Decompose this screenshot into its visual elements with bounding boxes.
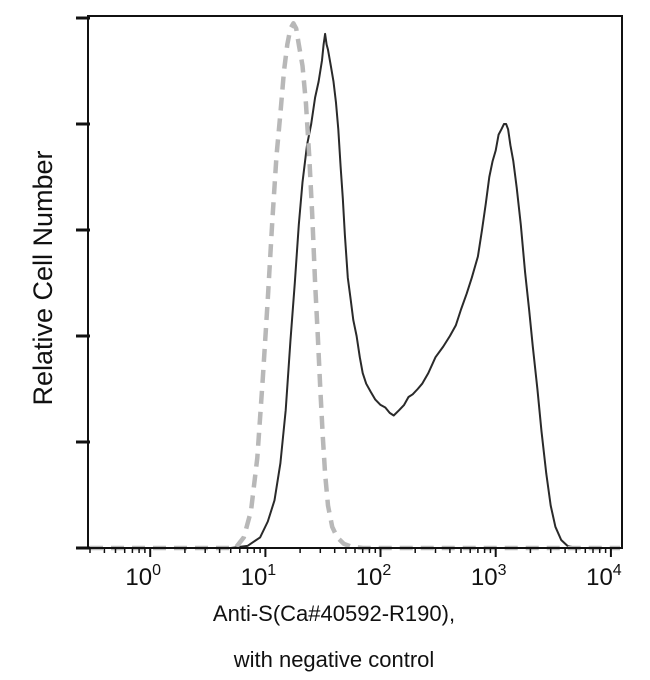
sample-histogram-curve [90,32,620,549]
x-axis-label-line-1: Anti-S(Ca#40592-R190), [213,601,455,626]
x-tick-label: 104 [586,562,622,591]
y-axis-ticks [76,16,90,550]
x-axis-label-line-2: with negative control [233,647,435,672]
x-tick-label: 100 [125,562,161,591]
x-tick-label: 103 [471,562,507,591]
x-axis-ticks [89,548,612,557]
plot-frame [87,15,623,549]
series-layer [90,21,620,551]
x-tick-label: 102 [356,562,392,591]
x-axis-tick-labels: 100 101 102 103 104 [125,562,621,591]
y-axis-label: Relative Cell Number [28,150,58,405]
x-tick-label: 101 [241,562,277,591]
negative-control-curve [90,21,620,551]
